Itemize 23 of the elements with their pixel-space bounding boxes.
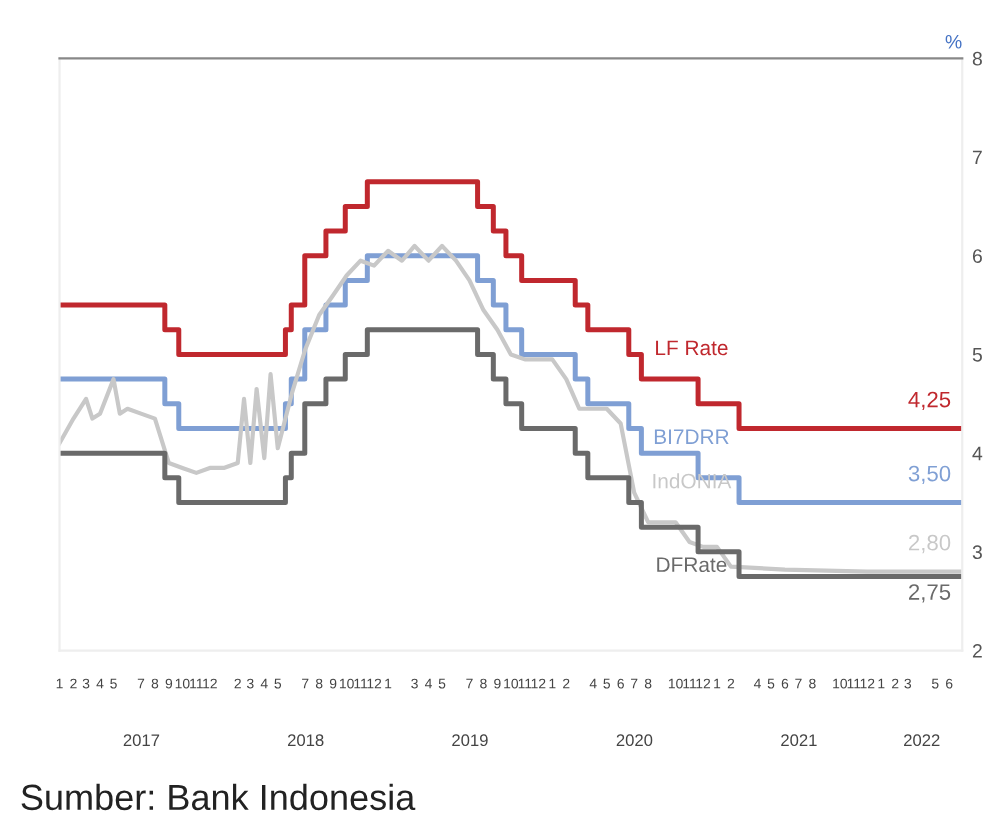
- text: 2022: [904, 734, 940, 747]
- series-label: LF Rate: [656, 340, 728, 356]
- y-tick-label: 8: [972, 51, 982, 66]
- y-tick-label: 4: [972, 446, 983, 461]
- data-label: 4,25: [908, 391, 951, 411]
- text: 2018: [287, 734, 324, 747]
- y-tick-label: 7: [972, 150, 982, 165]
- y-tick-label: 2: [972, 643, 982, 658]
- line-series: [59, 243, 963, 574]
- y-tick-label: 6: [972, 249, 982, 263]
- y-tick-label: 5: [972, 348, 982, 362]
- y-axis-title: %: [945, 34, 962, 49]
- text: 2021: [781, 734, 817, 747]
- y-tick-label: 3: [972, 545, 982, 560]
- data-label: 3,50: [908, 465, 951, 485]
- text: 2020: [616, 734, 653, 747]
- series-label: IndONIA: [653, 473, 732, 489]
- series-label: BI7DRR: [654, 429, 729, 444]
- text: Sumber: Bank Indonesia: [21, 783, 416, 811]
- text: 2017: [123, 734, 160, 747]
- data-label: 2,75: [909, 584, 951, 603]
- text: 2019: [452, 734, 488, 747]
- series-label: DFRate: [657, 557, 727, 573]
